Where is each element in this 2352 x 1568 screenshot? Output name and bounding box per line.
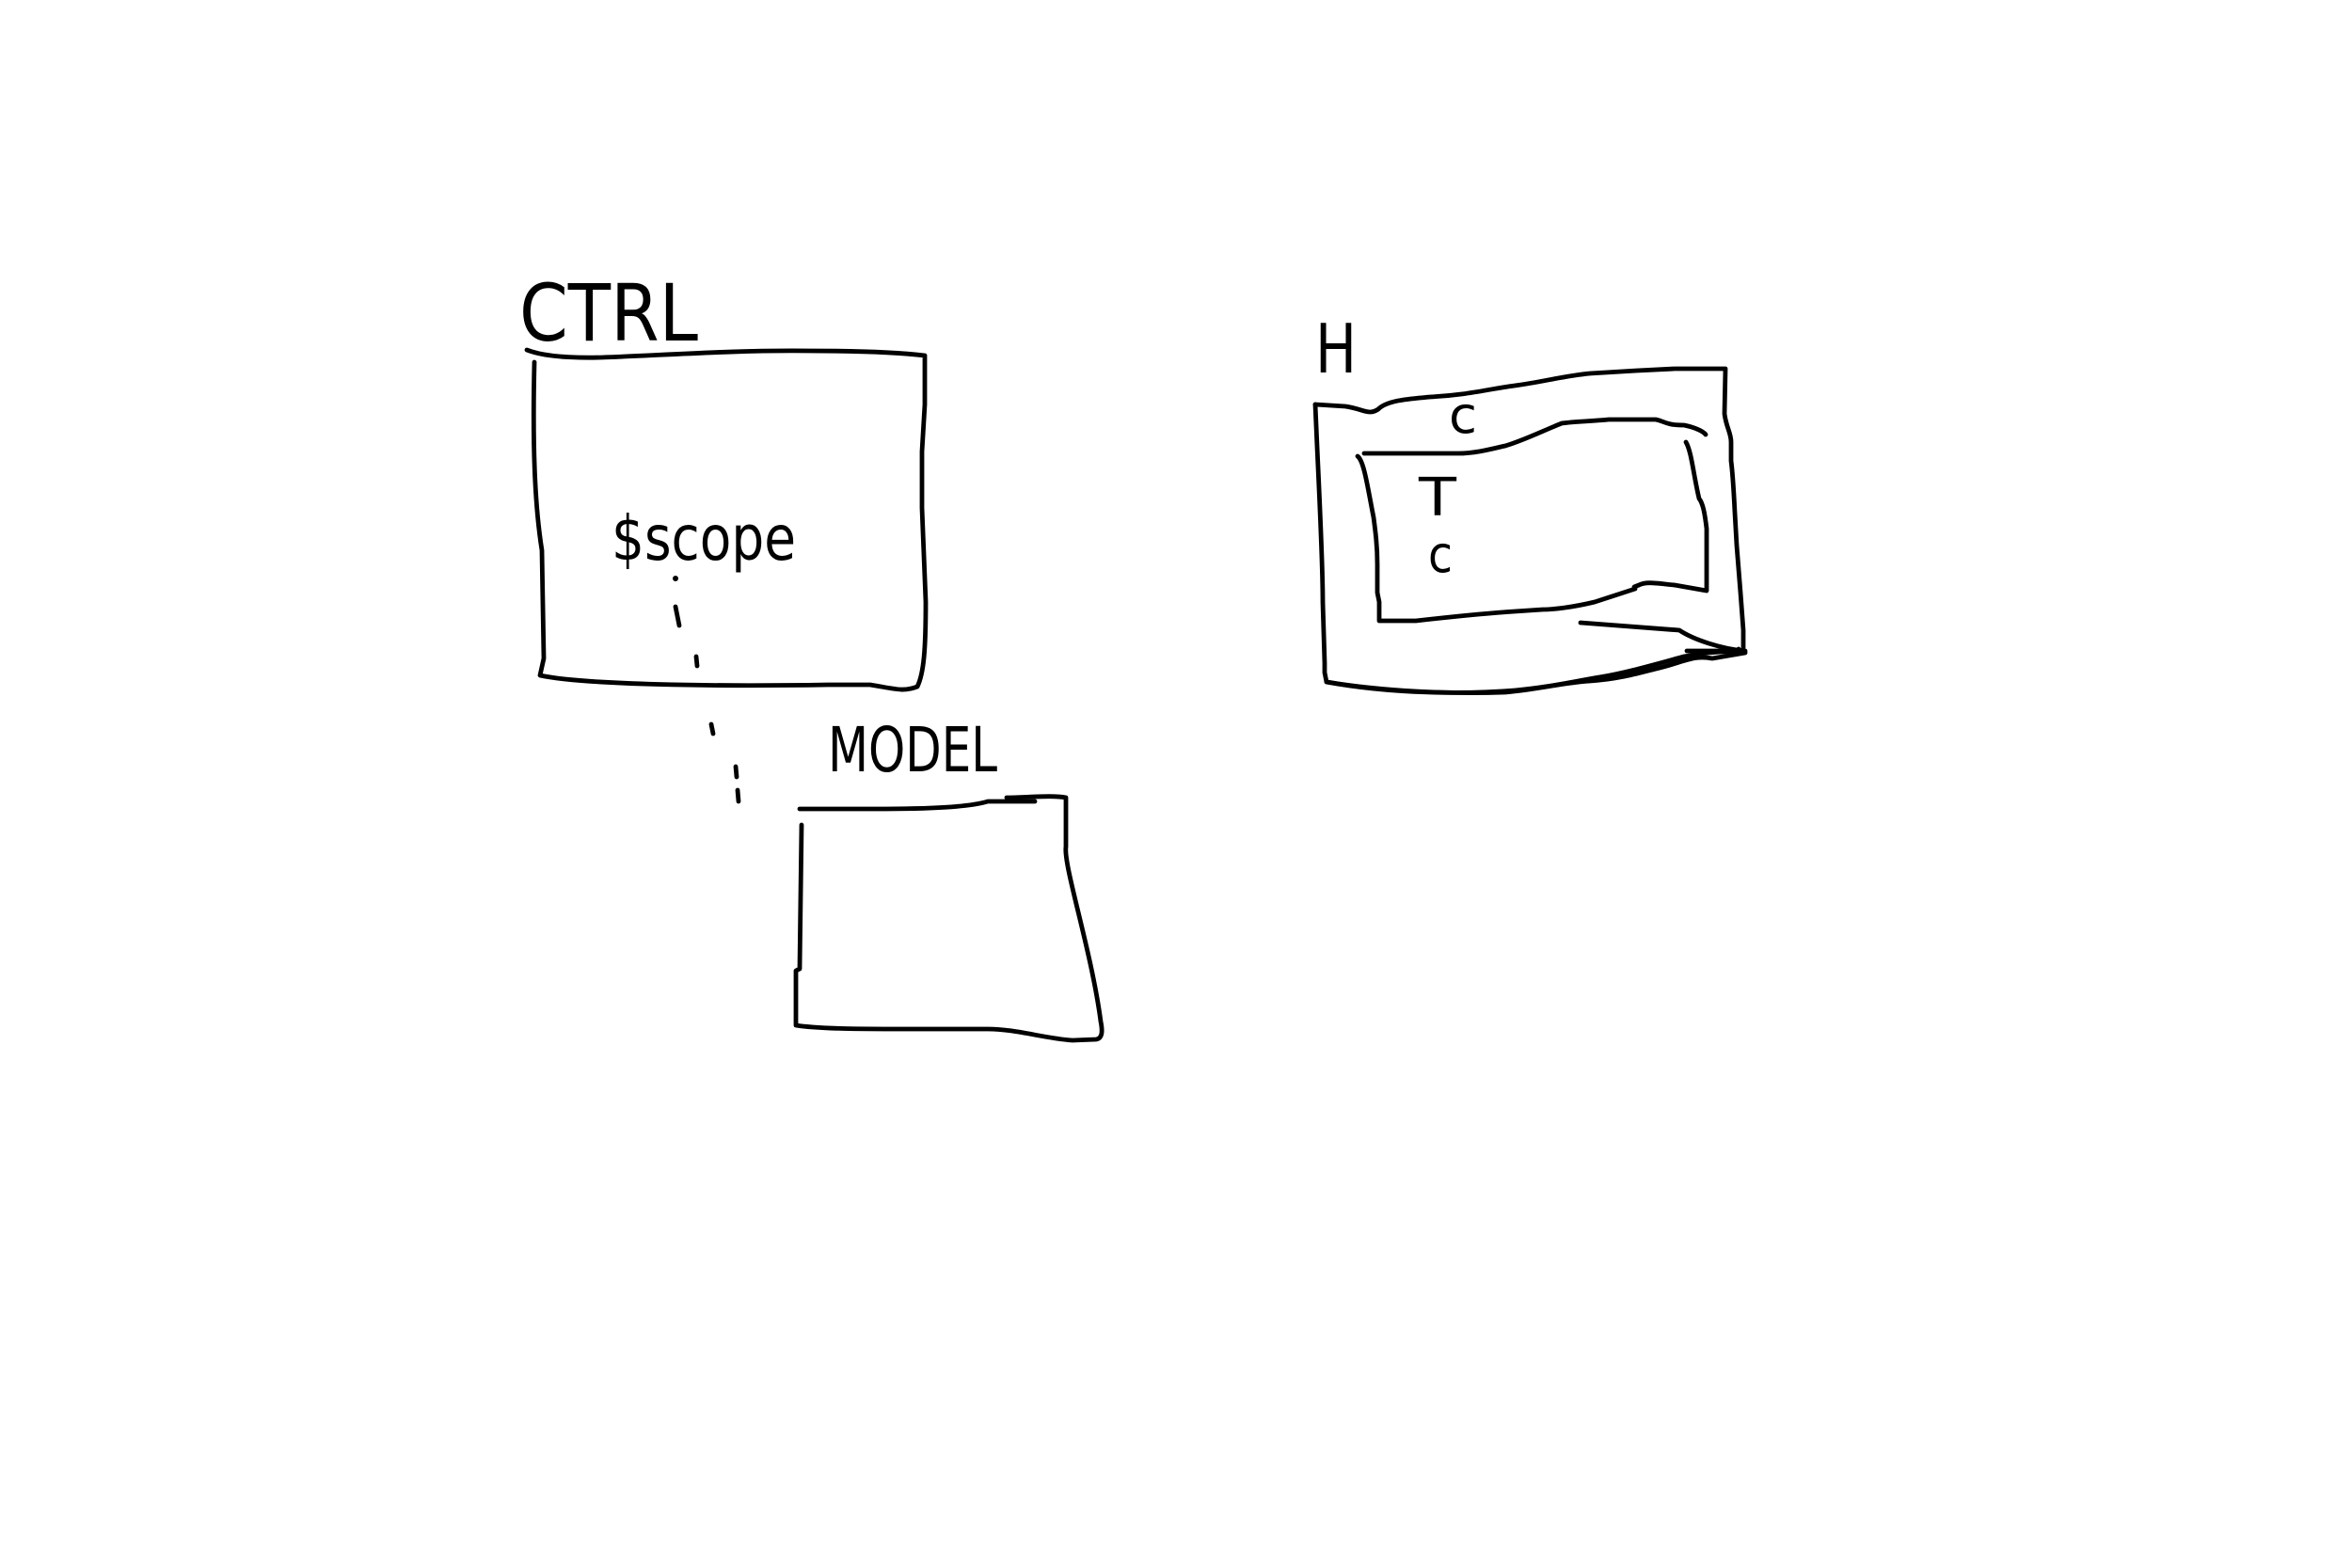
h-box-outer-outline [1312,402,1748,695]
ctrl-to-model-link [673,576,741,804]
inner-box-outline [1361,417,1708,456]
h-box-outer-right [1324,646,1741,695]
model-box-outline [793,794,1104,1043]
model-box: MODEL [793,714,1104,1043]
inner-box-sides [1355,439,1709,624]
h-box-outer-top [1312,366,1746,654]
ctrl-box: CTRL $scope [519,267,929,804]
ctrl-box-inner-label: $scope [612,502,796,575]
model-box-top-edge [797,799,1038,812]
h-box: H c T c [1312,309,1748,695]
inner-box-top-mark: c [1449,386,1477,445]
ctrl-box-outline [524,347,929,692]
ctrl-box-label: CTRL [519,267,698,359]
h-box-label: H [1315,309,1357,388]
inner-box-mark-t: T [1418,467,1457,529]
h-box-inner-box: c T c [1355,386,1709,624]
model-box-label: MODEL [828,714,997,786]
inner-box-mark-c: c [1428,525,1453,584]
